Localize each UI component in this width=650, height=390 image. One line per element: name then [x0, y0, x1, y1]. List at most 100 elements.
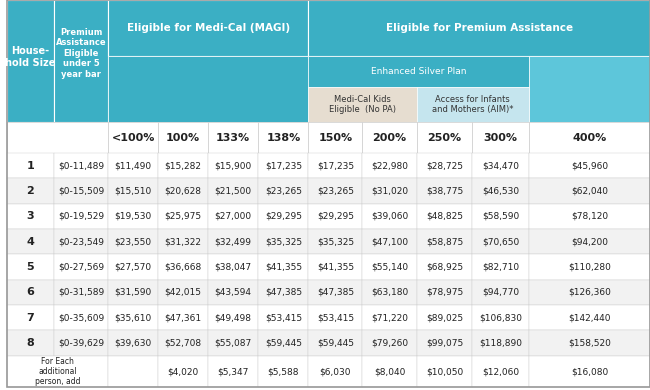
- Bar: [258, 254, 309, 280]
- Bar: [417, 330, 473, 356]
- Text: $12,060: $12,060: [482, 367, 519, 376]
- Text: $62,040: $62,040: [571, 186, 608, 195]
- Text: $34,470: $34,470: [482, 161, 519, 170]
- Bar: [6, 305, 54, 330]
- Bar: [6, 0, 54, 122]
- Text: $47,361: $47,361: [164, 313, 202, 322]
- Text: $23,265: $23,265: [265, 186, 302, 195]
- Bar: [6, 153, 54, 178]
- Text: $5,588: $5,588: [268, 367, 299, 376]
- Bar: [54, 0, 109, 122]
- Text: $16,080: $16,080: [571, 367, 608, 376]
- Text: 4: 4: [27, 237, 34, 246]
- Text: 1: 1: [27, 161, 34, 171]
- Text: $42,015: $42,015: [164, 288, 202, 297]
- Text: $0-27,569: $0-27,569: [58, 262, 104, 271]
- Bar: [417, 204, 473, 229]
- Text: $11,490: $11,490: [114, 161, 151, 170]
- Text: $47,385: $47,385: [265, 288, 302, 297]
- Text: $41,355: $41,355: [317, 262, 354, 271]
- Text: $55,140: $55,140: [371, 262, 408, 271]
- Text: 8: 8: [27, 338, 34, 348]
- Text: Eligible for Premium Assistance: Eligible for Premium Assistance: [385, 23, 573, 33]
- Text: $31,590: $31,590: [114, 288, 152, 297]
- Text: $28,725: $28,725: [426, 161, 463, 170]
- Text: $43,594: $43,594: [214, 288, 252, 297]
- Bar: [417, 87, 529, 122]
- Text: $78,120: $78,120: [571, 212, 608, 221]
- Bar: [258, 122, 309, 153]
- Bar: [158, 229, 208, 254]
- Bar: [417, 356, 473, 387]
- Text: $8,040: $8,040: [374, 367, 405, 376]
- Text: $53,415: $53,415: [265, 313, 302, 322]
- Bar: [309, 305, 363, 330]
- Bar: [363, 153, 417, 178]
- Bar: [54, 280, 109, 305]
- Text: 2: 2: [27, 186, 34, 196]
- Bar: [473, 122, 529, 153]
- Text: $19,530: $19,530: [114, 212, 152, 221]
- Bar: [158, 280, 208, 305]
- Text: $142,440: $142,440: [568, 313, 611, 322]
- Bar: [309, 178, 363, 204]
- Text: $10,050: $10,050: [426, 367, 463, 376]
- Text: $99,075: $99,075: [426, 339, 463, 347]
- Text: 6: 6: [27, 287, 34, 297]
- Text: $47,385: $47,385: [317, 288, 354, 297]
- Bar: [417, 122, 473, 153]
- Bar: [473, 330, 529, 356]
- Text: $0-11,489: $0-11,489: [58, 161, 104, 170]
- Text: $32,499: $32,499: [214, 237, 252, 246]
- Text: $126,360: $126,360: [568, 288, 611, 297]
- Text: $68,925: $68,925: [426, 262, 463, 271]
- Bar: [309, 87, 417, 122]
- Bar: [158, 356, 208, 387]
- Text: 300%: 300%: [484, 133, 518, 142]
- Text: $25,975: $25,975: [164, 212, 202, 221]
- Bar: [6, 122, 109, 153]
- Text: $23,265: $23,265: [317, 186, 354, 195]
- Text: $0-19,529: $0-19,529: [58, 212, 104, 221]
- Bar: [158, 153, 208, 178]
- Text: $21,500: $21,500: [214, 186, 252, 195]
- Text: $17,235: $17,235: [265, 161, 302, 170]
- Bar: [529, 356, 650, 387]
- Bar: [158, 178, 208, 204]
- Bar: [158, 254, 208, 280]
- Text: $63,180: $63,180: [371, 288, 408, 297]
- Bar: [258, 330, 309, 356]
- Bar: [363, 356, 417, 387]
- Text: 100%: 100%: [166, 133, 200, 142]
- Text: 133%: 133%: [216, 133, 250, 142]
- Bar: [208, 204, 258, 229]
- Text: $29,295: $29,295: [317, 212, 354, 221]
- Bar: [208, 122, 258, 153]
- Bar: [529, 204, 650, 229]
- Text: $110,280: $110,280: [568, 262, 611, 271]
- Bar: [54, 204, 109, 229]
- Bar: [109, 178, 158, 204]
- Bar: [54, 153, 109, 178]
- Bar: [473, 356, 529, 387]
- Bar: [258, 204, 309, 229]
- Text: $89,025: $89,025: [426, 313, 463, 322]
- Text: $71,220: $71,220: [371, 313, 408, 322]
- Text: $6,030: $6,030: [320, 367, 351, 376]
- Bar: [54, 229, 109, 254]
- Text: $15,282: $15,282: [164, 161, 202, 170]
- Bar: [473, 305, 529, 330]
- Bar: [6, 280, 54, 305]
- Bar: [54, 254, 109, 280]
- Bar: [473, 204, 529, 229]
- Text: $53,415: $53,415: [317, 313, 354, 322]
- Bar: [417, 229, 473, 254]
- Text: $38,775: $38,775: [426, 186, 463, 195]
- Bar: [258, 229, 309, 254]
- Bar: [363, 122, 417, 153]
- Text: 5: 5: [27, 262, 34, 272]
- Text: $15,510: $15,510: [114, 186, 152, 195]
- Text: $0-35,609: $0-35,609: [58, 313, 104, 322]
- Bar: [109, 229, 158, 254]
- Text: $20,628: $20,628: [164, 186, 202, 195]
